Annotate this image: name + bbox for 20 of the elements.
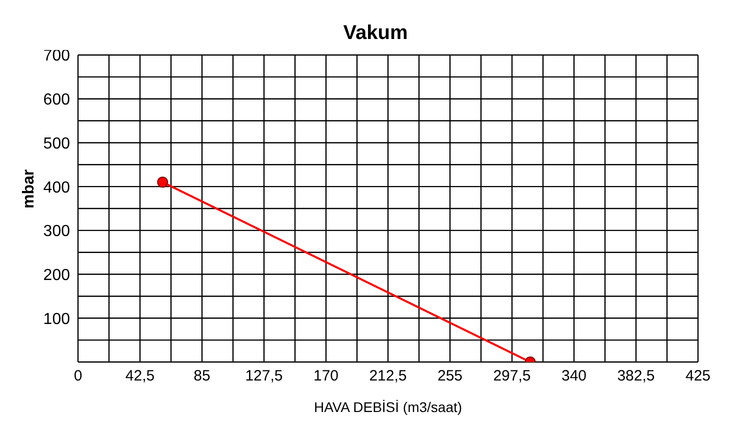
x-tick-label: 297,5: [493, 368, 531, 385]
chart-title: Vakum: [343, 22, 408, 44]
x-tick-label: 425: [685, 368, 711, 385]
x-tick-label: 42,5: [125, 368, 155, 385]
y-tick-label: 300: [43, 223, 70, 240]
x-tick-label: 255: [437, 368, 463, 385]
y-tick-label: 400: [43, 179, 70, 196]
x-tick-label: 85: [194, 368, 210, 385]
x-tick-label: 212,5: [369, 368, 407, 385]
x-tick-label: 382,5: [617, 368, 655, 385]
y-axis-title: mbar: [20, 169, 38, 208]
y-tick-label: 200: [43, 266, 70, 284]
y-tick-label: 500: [43, 135, 70, 152]
x-axis-title: HAVA DEBİSİ (m3/saat): [314, 399, 462, 415]
x-tick-label: 340: [561, 368, 587, 385]
x-tick-label: 127,5: [245, 368, 283, 385]
x-tick-label: 170: [313, 368, 339, 385]
y-tick-label: 600: [43, 92, 70, 109]
y-tick-label: 100: [43, 310, 70, 328]
x-tick-label: 0: [74, 368, 82, 385]
